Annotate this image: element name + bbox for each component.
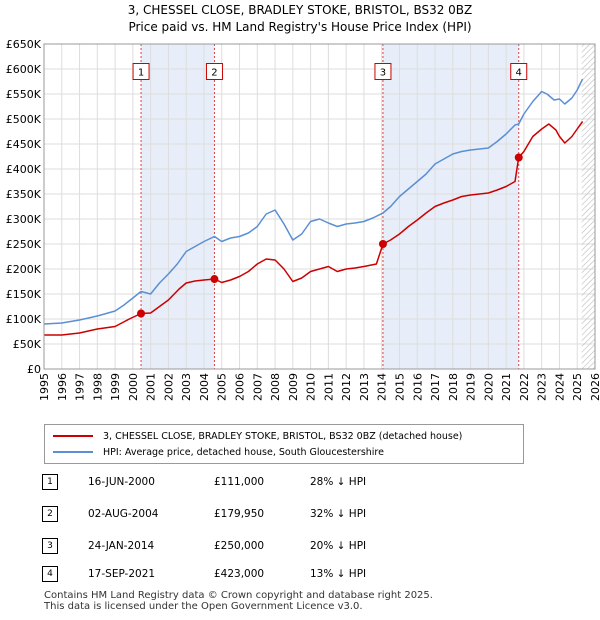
x-tick-label: 2026 bbox=[589, 373, 600, 401]
sale-marker-label: 2 bbox=[211, 68, 217, 79]
price-chart: 1 2 3 4 £0 £50K £100K £150K £200K £250K £300K £350… bbox=[6, 38, 600, 401]
x-tick-label: 2017 bbox=[429, 373, 442, 401]
plot-frame bbox=[43, 43, 596, 370]
y-tick-label: £650K bbox=[6, 38, 42, 51]
x-tick-label: 1998 bbox=[91, 373, 104, 401]
legend-swatch-hpi bbox=[53, 451, 93, 453]
sale-number-badge: 1 bbox=[42, 474, 58, 490]
sale-point bbox=[137, 309, 146, 318]
sale-point bbox=[514, 153, 523, 162]
shaded-period bbox=[141, 44, 215, 369]
sale-marker-label: 3 bbox=[380, 68, 386, 79]
y-tick-label: £500K bbox=[6, 113, 42, 126]
shaded-period bbox=[382, 44, 519, 369]
x-tick-label: 2004 bbox=[198, 373, 211, 401]
sale-point bbox=[378, 240, 387, 248]
legend-item-property: 3, CHESSEL CLOSE, BRADLEY STOKE, BRISTOL… bbox=[53, 429, 462, 443]
x-tick-label: 2011 bbox=[322, 373, 335, 401]
x-tick-label: 2023 bbox=[536, 373, 549, 401]
sale-marker-label: 4 bbox=[516, 68, 522, 79]
x-tick-label: 2008 bbox=[269, 373, 282, 401]
y-tick-label: £400K bbox=[6, 163, 42, 176]
sale-price: £111,000 bbox=[214, 476, 265, 488]
legend-label-property: 3, CHESSEL CLOSE, BRADLEY STOKE, BRISTOL… bbox=[103, 430, 463, 442]
x-tick-label: 2025 bbox=[571, 373, 584, 401]
x-tick-label: 2019 bbox=[465, 373, 478, 401]
forecast-hatch bbox=[581, 44, 595, 369]
x-tick-label: 1997 bbox=[74, 373, 87, 401]
y-tick-label: £600K bbox=[6, 63, 42, 76]
footer-licence: This data is licensed under the Open Gov… bbox=[44, 601, 363, 612]
x-tick-label: 2009 bbox=[287, 373, 300, 401]
sale-row: 1 16-JUN-2000 £111,000 28% ↓ HPI bbox=[42, 474, 562, 490]
x-tick-label: 2016 bbox=[411, 373, 424, 401]
y-tick-label: £150K bbox=[6, 288, 42, 301]
x-tick-label: 2015 bbox=[393, 373, 406, 401]
y-tick-label: £450K bbox=[6, 138, 42, 151]
sale-price: £179,950 bbox=[214, 508, 265, 520]
x-tick-label: 2020 bbox=[482, 373, 495, 401]
series-line-hpi bbox=[44, 78, 584, 325]
x-tick-label: 2018 bbox=[447, 373, 460, 401]
y-tick-label: £350K bbox=[6, 188, 42, 201]
x-tick-label: 2010 bbox=[305, 373, 318, 401]
x-tick-label: 2022 bbox=[518, 373, 531, 401]
x-tick-label: 2000 bbox=[127, 373, 140, 401]
x-tick-label: 2021 bbox=[500, 373, 513, 401]
y-tick-label: £200K bbox=[6, 263, 42, 276]
sale-marker-box bbox=[132, 63, 150, 80]
legend: 3, CHESSEL CLOSE, BRADLEY STOKE, BRISTOL… bbox=[44, 424, 524, 464]
sale-row: 2 02-AUG-2004 £179,950 32% ↓ HPI bbox=[42, 506, 562, 522]
x-tick-label: 1995 bbox=[38, 373, 51, 401]
legend-label-hpi: HPI: Average price, detached house, Sout… bbox=[103, 446, 384, 458]
sale-row: 4 17-SEP-2021 £423,000 13% ↓ HPI bbox=[42, 566, 562, 582]
sale-hpi-diff: 28% ↓ HPI bbox=[310, 476, 367, 488]
sale-row: 3 24-JAN-2014 £250,000 20% ↓ HPI bbox=[42, 538, 562, 554]
sale-number-badge: 2 bbox=[42, 506, 58, 522]
sale-date: 24-JAN-2014 bbox=[88, 540, 155, 552]
x-tick-label: 2001 bbox=[145, 373, 158, 401]
x-tick-label: 2003 bbox=[180, 373, 193, 401]
x-tick-label: 2024 bbox=[553, 373, 566, 401]
sale-hpi-diff: 20% ↓ HPI bbox=[310, 540, 367, 552]
y-tick-label: £550K bbox=[6, 88, 42, 101]
y-tick-label: £300K bbox=[6, 213, 42, 226]
x-tick-label: 2012 bbox=[340, 373, 353, 401]
chart-title-line-1: 3, CHESSEL CLOSE, BRADLEY STOKE, BRISTOL… bbox=[127, 3, 473, 17]
footer: Contains HM Land Registry data © Crown c… bbox=[44, 590, 433, 612]
sale-marker-label: 1 bbox=[138, 68, 144, 79]
y-tick-label: £250K bbox=[6, 238, 42, 251]
sale-hpi-diff: 13% ↓ HPI bbox=[310, 568, 367, 580]
sale-marker-box bbox=[374, 63, 392, 80]
sale-price: £250,000 bbox=[214, 540, 265, 552]
y-tick-label: £50K bbox=[13, 338, 42, 351]
x-tick-label: 1996 bbox=[56, 373, 69, 401]
sale-point bbox=[210, 275, 219, 284]
sale-number-badge: 4 bbox=[42, 566, 58, 582]
chart-title-line-2: Price paid vs. HM Land Registry's House … bbox=[128, 20, 472, 34]
x-tick-label: 2005 bbox=[216, 373, 229, 401]
x-tick-label: 2006 bbox=[234, 373, 247, 401]
legend-item-hpi: HPI: Average price, detached house, Sout… bbox=[53, 445, 384, 459]
x-tick-label: 2002 bbox=[162, 373, 175, 401]
sale-date: 16-JUN-2000 bbox=[88, 476, 155, 488]
footer-copyright: Contains HM Land Registry data © Crown c… bbox=[44, 590, 433, 601]
y-tick-label: £100K bbox=[6, 313, 42, 326]
sale-number-badge: 3 bbox=[42, 538, 58, 554]
sale-price: £423,000 bbox=[214, 568, 265, 580]
y-tick-label: £0 bbox=[27, 363, 41, 376]
sale-hpi-diff: 32% ↓ HPI bbox=[310, 508, 367, 520]
x-tick-label: 2013 bbox=[358, 373, 371, 401]
legend-swatch-property bbox=[53, 435, 93, 437]
sale-marker-box bbox=[510, 63, 528, 80]
sale-date: 17-SEP-2021 bbox=[88, 568, 156, 580]
x-tick-label: 2007 bbox=[251, 373, 264, 401]
sale-date: 02-AUG-2004 bbox=[88, 508, 159, 520]
x-tick-label: 2014 bbox=[376, 373, 389, 401]
x-tick-label: 1999 bbox=[109, 373, 122, 401]
sale-marker-box bbox=[205, 63, 223, 80]
